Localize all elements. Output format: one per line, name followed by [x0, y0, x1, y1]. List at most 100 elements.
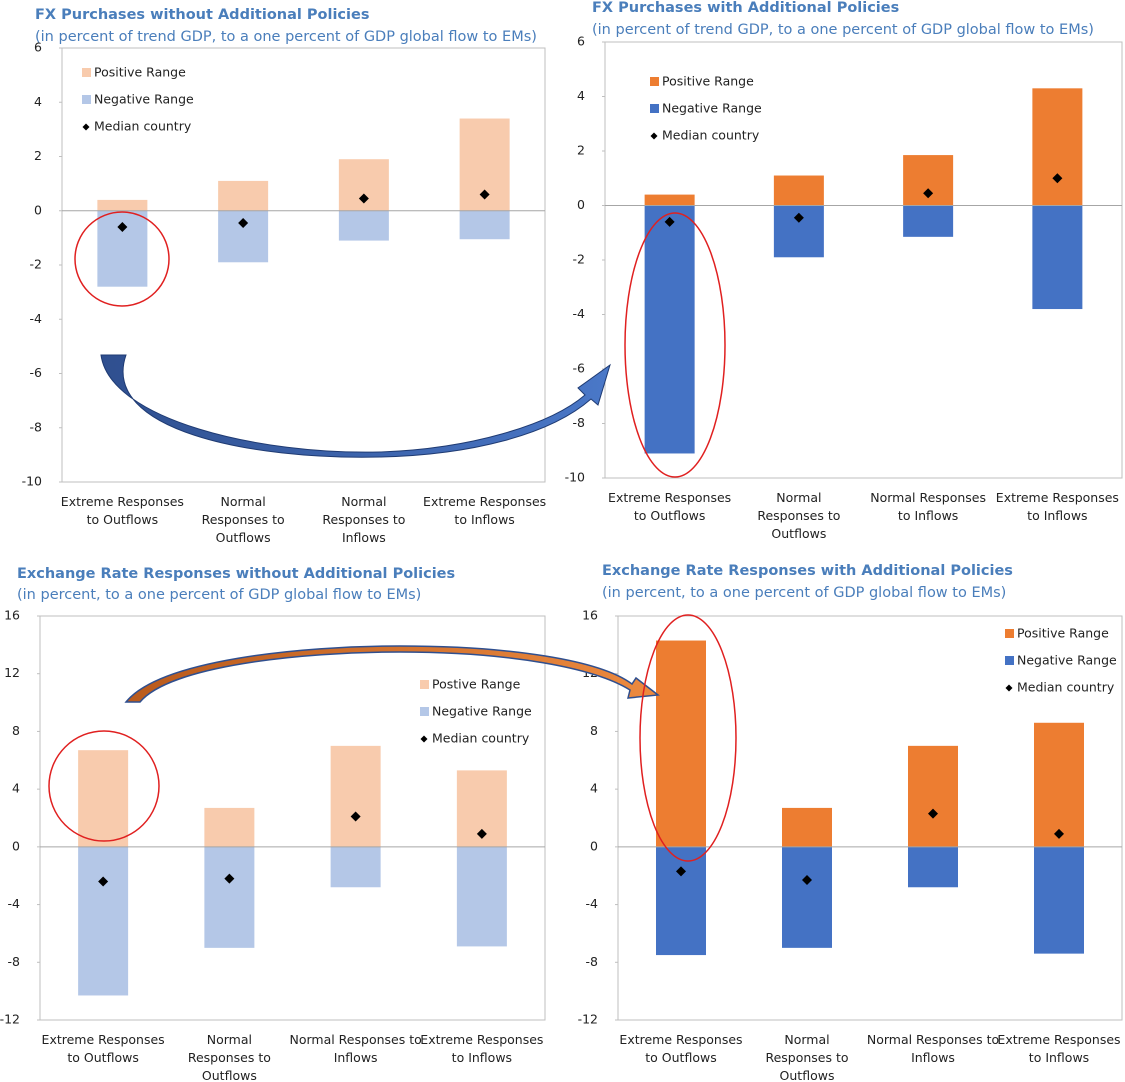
median-marker: [224, 873, 235, 884]
median-marker: [1054, 828, 1064, 839]
bar: [908, 846, 958, 888]
y-tick-label: 0: [12, 838, 20, 853]
chart-panel: FX Purchases without Additional Policies…: [22, 7, 547, 545]
chart-subtitle: (in percent of trend GDP, to a one perce…: [592, 22, 1094, 38]
legend-swatch: [420, 707, 429, 716]
y-tick-label: -4: [8, 896, 21, 911]
x-tick-label: Extreme Responses to Outflows: [42, 1032, 165, 1065]
highlight-circle: [74, 211, 170, 307]
x-tick-label: Normal Responses to Inflows: [322, 494, 405, 545]
x-tick-label: Normal Responses to Outflows: [188, 1032, 271, 1082]
y-tick-label: -2: [30, 257, 42, 272]
bar: [656, 846, 706, 956]
y-tick-label: 2: [577, 143, 585, 158]
median-marker: [802, 875, 812, 886]
highlight-circle: [48, 730, 160, 842]
bar: [97, 199, 148, 211]
chart-subtitle: (in percent, to a one percent of GDP glo…: [602, 585, 1006, 601]
legend-marker: [82, 123, 90, 131]
bar: [78, 750, 129, 847]
x-tick-label: Extreme Responses to Inflows: [996, 490, 1119, 523]
y-tick-label: 16: [4, 608, 20, 623]
median-marker: [928, 808, 938, 819]
y-tick-label: 8: [12, 723, 20, 738]
legend-label: Median country: [662, 128, 760, 143]
bar: [330, 846, 381, 888]
x-tick-label: Extreme Responses to Outflows: [608, 490, 731, 523]
arrow: [124, 645, 660, 703]
bar: [1032, 88, 1083, 206]
x-tick-label: Normal Responses to Outflows: [765, 1032, 848, 1082]
y-tick-label: 0: [590, 838, 598, 853]
y-tick-label: -6: [30, 365, 43, 380]
median-marker: [98, 876, 109, 887]
median-marker: [793, 212, 804, 223]
x-tick-label: Extreme Responses to Outflows: [619, 1032, 742, 1065]
y-tick-label: 4: [577, 88, 585, 103]
bar: [1032, 205, 1083, 310]
y-tick-label: 12: [4, 665, 20, 680]
plot-frame: [617, 615, 1123, 1021]
plot-frame: [39, 615, 546, 1021]
y-tick-label: 0: [34, 202, 42, 217]
highlight-ellipse: [639, 614, 737, 862]
bar: [1034, 722, 1084, 847]
chart-panel: Exchange Rate Responses with Additional …: [578, 563, 1123, 1082]
median-marker: [117, 222, 128, 233]
y-tick-label: -8: [30, 419, 43, 434]
bar: [330, 745, 381, 847]
bar: [782, 807, 832, 847]
y-tick-label: 0: [577, 197, 585, 212]
y-tick-label: -8: [586, 954, 599, 969]
bar: [644, 194, 695, 206]
y-tick-label: -12: [578, 1012, 598, 1027]
legend-swatch: [650, 77, 659, 86]
bar: [204, 807, 255, 847]
chart-title: FX Purchases with Additional Policies: [592, 0, 899, 16]
bar: [903, 205, 954, 237]
legend-label: Positive Range: [1017, 626, 1109, 641]
y-tick-label: -4: [30, 311, 43, 326]
legend-swatch: [82, 68, 91, 77]
bar: [656, 640, 706, 847]
y-tick-label: 2: [34, 148, 42, 163]
legend-label: Negative Range: [94, 92, 194, 107]
y-tick-label: -4: [573, 306, 586, 321]
x-tick-label: Extreme Responses to Inflows: [997, 1032, 1120, 1065]
bar: [644, 205, 695, 454]
y-tick-label: -12: [0, 1012, 20, 1027]
highlight-ellipse: [624, 212, 726, 478]
y-tick-label: 6: [34, 40, 42, 55]
y-tick-label: -2: [573, 252, 585, 267]
bar: [773, 175, 824, 206]
y-tick-label: -10: [565, 470, 585, 485]
x-tick-label: Normal Responses to Inflows: [867, 1032, 999, 1065]
bar: [218, 180, 269, 211]
legend-marker: [1005, 684, 1013, 692]
x-tick-label: Extreme Responses to Outflows: [61, 494, 184, 527]
median-marker: [923, 188, 934, 199]
chart-title: FX Purchases without Additional Policies: [35, 7, 369, 23]
y-tick-label: 4: [12, 781, 20, 796]
legend-label: Negative Range: [662, 101, 762, 116]
chart-title: Exchange Rate Responses with Additional …: [602, 563, 1013, 579]
legend-label: Postive Range: [432, 677, 521, 692]
bar: [1034, 846, 1084, 954]
legend-label: Positive Range: [94, 65, 186, 80]
legend-label: Negative Range: [1017, 653, 1117, 668]
x-tick-label: Normal Responses to Inflows: [870, 490, 986, 523]
chart-subtitle: (in percent of trend GDP, to a one perce…: [35, 29, 537, 45]
chart-subtitle: (in percent, to a one percent of GDP glo…: [17, 587, 421, 603]
y-tick-label: -8: [573, 415, 586, 430]
legend-swatch: [1005, 629, 1014, 638]
arrow: [100, 354, 611, 458]
y-tick-label: 6: [577, 34, 585, 49]
legend-swatch: [650, 104, 659, 113]
x-tick-label: Normal Responses to Outflows: [757, 490, 840, 541]
legend-swatch: [82, 95, 91, 104]
median-marker: [479, 189, 490, 200]
y-tick-label: 4: [590, 781, 598, 796]
legend-swatch: [420, 680, 429, 689]
median-marker: [476, 828, 487, 839]
y-tick-label: -6: [573, 361, 586, 376]
